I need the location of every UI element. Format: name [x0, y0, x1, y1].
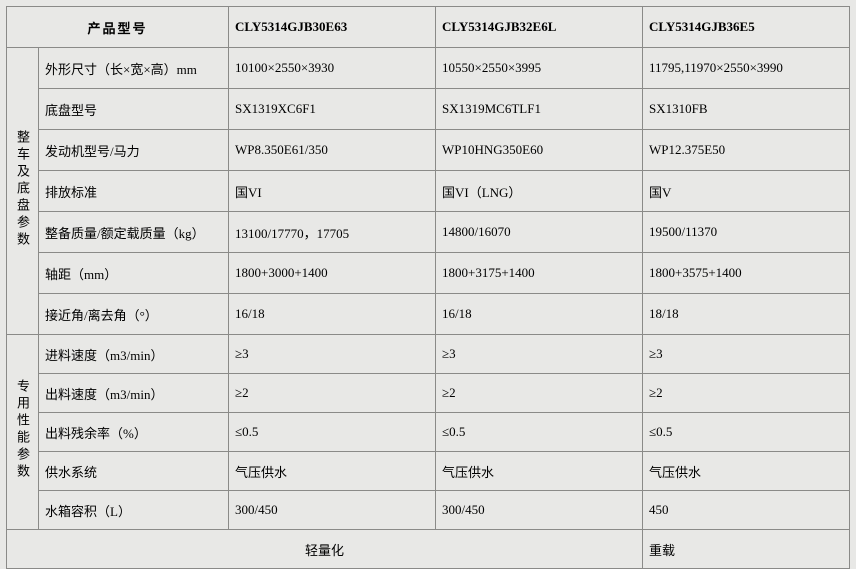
g0-r2-v0: WP8.350E61/350	[229, 130, 436, 171]
group-0-title: 整车及底盘参数	[7, 48, 39, 335]
g0-r1-v1: SX1319MC6TLF1	[436, 89, 643, 130]
g1-r2-label: 出料残余率（%）	[39, 413, 229, 452]
g0-r2-v2: WP12.375E50	[642, 130, 849, 171]
g1-r3-v2: 气压供水	[642, 452, 849, 491]
header-rowlabel: 产品型号	[7, 7, 229, 48]
g1-r2-v0: ≤0.5	[229, 413, 436, 452]
g0-r5-v0: 1800+3000+1400	[229, 253, 436, 294]
g0-r3-v2: 国V	[642, 171, 849, 212]
g1-r4-v0: 300/450	[229, 491, 436, 530]
g0-r5-v1: 1800+3175+1400	[436, 253, 643, 294]
g0-r4-label: 整备质量/额定载质量（kg）	[39, 212, 229, 253]
g1-r4-label: 水箱容积（L）	[39, 491, 229, 530]
g1-r4-v1: 300/450	[436, 491, 643, 530]
g0-r6-v2: 18/18	[642, 294, 849, 335]
g0-r0-v2: 11795,11970×2550×3990	[642, 48, 849, 89]
g1-r3-v0: 气压供水	[229, 452, 436, 491]
header-model-1: CLY5314GJB32E6L	[436, 7, 643, 48]
g1-r3-v1: 气压供水	[436, 452, 643, 491]
g0-r1-v2: SX1310FB	[642, 89, 849, 130]
g1-r0-v0: ≥3	[229, 335, 436, 374]
g0-r0-v1: 10550×2550×3995	[436, 48, 643, 89]
header-model-2: CLY5314GJB36E5	[642, 7, 849, 48]
g1-r1-v1: ≥2	[436, 374, 643, 413]
g0-r3-v1: 国VI（LNG）	[436, 171, 643, 212]
g0-r0-v0: 10100×2550×3930	[229, 48, 436, 89]
g1-r1-v2: ≥2	[642, 374, 849, 413]
g0-r3-v0: 国VI	[229, 171, 436, 212]
g0-r3-label: 排放标准	[39, 171, 229, 212]
g0-r4-v0: 13100/17770，17705	[229, 212, 436, 253]
g1-r2-v2: ≤0.5	[642, 413, 849, 452]
group-1-title: 专用性能参数	[7, 335, 39, 530]
g1-r2-v1: ≤0.5	[436, 413, 643, 452]
g1-r1-label: 出料速度（m3/min）	[39, 374, 229, 413]
g1-r4-v2: 450	[642, 491, 849, 530]
g1-r0-v1: ≥3	[436, 335, 643, 374]
g0-r1-label: 底盘型号	[39, 89, 229, 130]
g0-r5-label: 轴距（mm）	[39, 253, 229, 294]
g0-r1-v0: SX1319XC6F1	[229, 89, 436, 130]
header-model-0: CLY5314GJB30E63	[229, 7, 436, 48]
g0-r4-v2: 19500/11370	[642, 212, 849, 253]
g1-r0-label: 进料速度（m3/min）	[39, 335, 229, 374]
spec-table: 产品型号 CLY5314GJB30E63 CLY5314GJB32E6L CLY…	[6, 6, 850, 569]
g1-r0-v2: ≥3	[642, 335, 849, 374]
g0-r5-v2: 1800+3575+1400	[642, 253, 849, 294]
g1-r1-v0: ≥2	[229, 374, 436, 413]
footer-left: 轻量化	[7, 530, 643, 569]
g0-r6-label: 接近角/离去角（°）	[39, 294, 229, 335]
g0-r4-v1: 14800/16070	[436, 212, 643, 253]
g0-r0-label: 外形尺寸（长×宽×高）mm	[39, 48, 229, 89]
footer-right: 重载	[642, 530, 849, 569]
g0-r6-v0: 16/18	[229, 294, 436, 335]
g0-r6-v1: 16/18	[436, 294, 643, 335]
g1-r3-label: 供水系统	[39, 452, 229, 491]
g0-r2-v1: WP10HNG350E60	[436, 130, 643, 171]
g0-r2-label: 发动机型号/马力	[39, 130, 229, 171]
